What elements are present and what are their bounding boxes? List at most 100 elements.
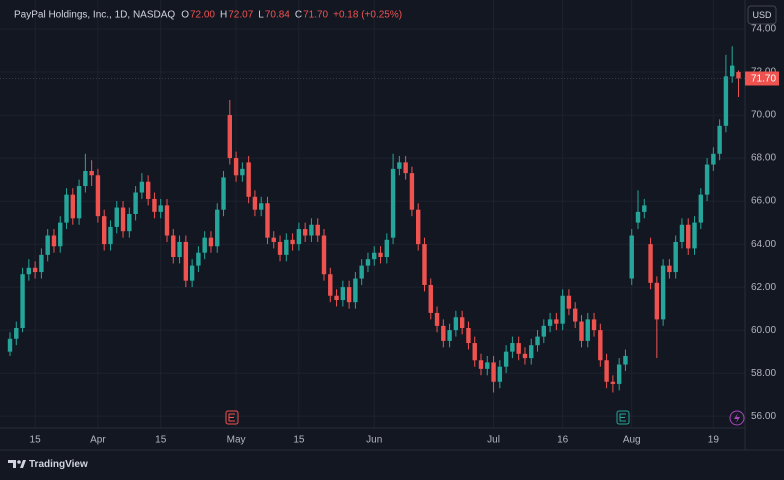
candle-body [642,205,647,212]
candle-body [7,338,13,352]
y-tick-label: 60.00 [751,325,776,336]
candle-body [328,274,333,296]
candle-body [177,241,182,258]
earnings-icon [616,410,630,425]
candle-body [221,177,226,210]
candle-body [660,265,666,320]
ohlc-value: 70.84 [265,10,290,21]
y-tick-label: 66.00 [751,196,776,207]
x-tick-label: 15 [155,435,167,446]
candle-body [491,362,496,382]
candle-body [271,237,276,242]
candle-body [409,173,415,210]
candle-body [76,186,82,219]
candle-body [334,295,339,301]
candle-body [522,353,528,359]
candle-body [20,274,25,328]
candle-body [26,267,32,275]
candle-body [397,162,402,169]
candle-body [667,265,672,273]
candle-body [654,282,660,320]
candle-body [434,312,440,326]
candle-body [591,319,597,331]
currency-label[interactable]: USD [752,10,772,20]
candle-body [403,162,408,174]
x-tick-label: 19 [708,435,720,446]
footer-bar [0,450,784,480]
candle-body [120,207,126,232]
brand-name: TradingView [29,459,88,470]
candle-body [422,244,427,285]
candle-body [730,65,735,77]
candle-body [459,317,465,328]
candle-body [365,259,371,266]
candle-body [114,207,119,227]
candle-body [83,170,88,187]
candle-body [233,158,239,176]
candle-body [259,203,264,210]
candle-body [183,241,189,281]
candle-body [32,267,38,273]
candle-body [302,229,308,236]
candle-body [711,153,716,165]
candle-body [95,175,101,217]
candle-body [164,205,170,236]
candle-body [547,319,553,326]
x-tick-label: Jun [366,435,382,446]
candle-body [240,168,245,176]
x-tick-label: 15 [293,435,305,446]
y-tick-label: 64.00 [751,239,776,250]
candle-body [189,265,195,281]
y-tick-label: 56.00 [751,411,776,422]
brand-logo [8,460,26,468]
candle-body [692,222,697,249]
candle-body [202,237,207,253]
candle-body [108,226,113,245]
candle-body [14,327,19,339]
candle-body [321,235,327,275]
candle-body [265,203,270,238]
candle-body [610,381,616,384]
ohlc-key: L [258,10,264,21]
candle-body [560,295,565,324]
candle-body [89,170,94,176]
candle-body [723,76,729,126]
candle-body [648,244,653,283]
candle-body [598,330,603,361]
candle-body [635,211,641,223]
candle-body [604,360,609,382]
candle-body [416,209,421,245]
candle-body [208,237,214,247]
x-tick-label: Apr [90,435,106,446]
change-value: +0.18 (+0.25%) [333,10,402,21]
candle-body [127,214,132,232]
candle-body [585,319,590,341]
candle-body [152,198,157,212]
ohlc-key: C [295,10,302,21]
y-tick-label: 62.00 [751,282,776,293]
candle-body [284,239,289,255]
currency-box[interactable] [747,5,777,25]
candle-body [466,327,471,344]
candle-body [133,192,138,214]
candle-body [736,72,741,79]
candle-body [277,241,283,255]
candle-body [309,224,314,236]
candle-body [45,235,50,255]
candle-body [252,196,258,210]
candle-body [566,295,572,309]
candle-body [623,355,628,365]
candle-body [686,224,691,249]
candle-body [58,222,63,247]
last-price-box [745,71,779,86]
x-tick-label: Jul [487,435,500,446]
candle-body [529,345,534,359]
candle-body [679,224,685,242]
y-tick-label: 74.00 [751,24,776,35]
candle-body [353,278,358,303]
last-price-label: 71.70 [751,74,776,85]
candle-body [64,194,69,223]
candle-body [573,308,578,322]
